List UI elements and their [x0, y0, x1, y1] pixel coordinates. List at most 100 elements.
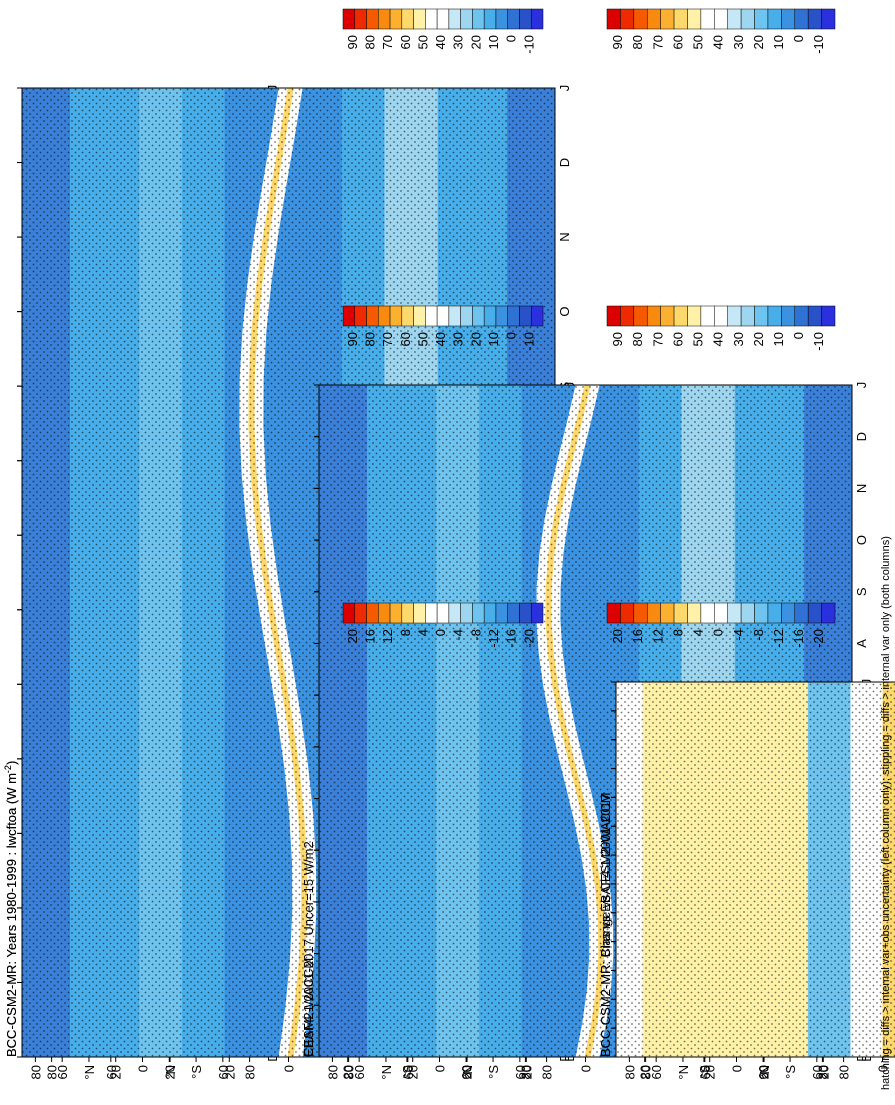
colorbar-swatch — [687, 603, 700, 623]
colorbar-swatch — [674, 9, 687, 29]
colorbar-swatch — [634, 306, 647, 326]
colorbar-tick-label: 40 — [433, 332, 448, 346]
colorbar-swatch — [496, 603, 508, 623]
colorbar-swatch — [768, 603, 781, 623]
colorbar-swatch — [701, 9, 714, 29]
colorbar-swatch — [367, 9, 379, 29]
footer-note: hatching = diffs > internal var+obs unce… — [880, 536, 892, 1090]
panel-title: BCC-CSM2-MR: Change vs CESM2-WACCM — [598, 792, 613, 1057]
colorbar-swatch — [461, 306, 473, 326]
colorbar-tick-label: 40 — [433, 35, 448, 49]
lat-tick-label: °S — [189, 1065, 204, 1079]
colorbar-swatch — [508, 306, 520, 326]
lat-tick-label: 80 — [28, 1065, 43, 1079]
colorbar-swatch — [355, 9, 367, 29]
colorbar-swatch — [531, 306, 543, 326]
colorbar-swatch — [647, 306, 660, 326]
colorbar-tick-label: 0 — [791, 332, 806, 339]
colorbar-tick-label: 16 — [362, 629, 377, 643]
colorbar-tick-label: -4 — [451, 629, 466, 641]
colorbar-swatch — [414, 9, 426, 29]
lat-tick-label: 80 — [342, 1065, 357, 1079]
colorbar-tick-label: 90 — [610, 332, 625, 346]
title-sup: -2 — [3, 765, 13, 773]
colorbar-tick-label: 70 — [650, 35, 665, 49]
lat-tick-label: 20 — [519, 1065, 534, 1079]
colorbar-swatch — [402, 603, 414, 623]
stippling — [616, 682, 895, 1057]
colorbar-swatch — [378, 603, 390, 623]
colorbar-tick-label: 10 — [771, 332, 786, 346]
colorbar-swatch — [714, 603, 727, 623]
colorbar-swatch — [390, 603, 402, 623]
colorbar-tick-label: 4 — [415, 629, 430, 636]
colorbar-swatch — [728, 603, 741, 623]
lat-tick-label: 80 — [540, 1065, 555, 1079]
lat-tick-label: °N — [163, 1065, 178, 1080]
colorbar-tick-label: 20 — [345, 629, 360, 643]
lat-tick-label: 80 — [45, 1065, 60, 1079]
colorbar-tick-label: 4 — [691, 629, 706, 636]
lat-tick-label: 20 — [222, 1065, 237, 1079]
colorbar-swatch — [355, 306, 367, 326]
colorbar-tick-label: -20 — [811, 629, 826, 648]
colorbar-swatch — [687, 9, 700, 29]
colorbar-swatch — [343, 603, 355, 623]
colorbar-swatch — [472, 306, 484, 326]
colorbar-tick-label: 70 — [380, 332, 395, 346]
month-tick-label: D — [557, 158, 572, 167]
month-tick-label: O — [557, 307, 572, 317]
colorbar-swatch — [808, 603, 821, 623]
lat-tick-label: 60 — [104, 1065, 119, 1079]
lat-tick-label: 80 — [325, 1065, 340, 1079]
lat-tick-label: 0 — [282, 1065, 297, 1072]
colorbar-tick-label: 0 — [791, 35, 806, 42]
colorbar-tick-label: 70 — [650, 332, 665, 346]
colorbar-swatch — [634, 9, 647, 29]
colorbar-swatch — [795, 603, 808, 623]
lat-tick-label: °N — [676, 1065, 691, 1080]
colorbar-tick-label: 60 — [670, 35, 685, 49]
lat-tick-label: °S — [783, 1065, 798, 1079]
colorbar-swatch — [822, 9, 835, 29]
lat-tick-label: °N — [757, 1065, 772, 1080]
colorbar-tick-label: 12 — [650, 629, 665, 643]
colorbar-swatch — [728, 306, 741, 326]
colorbar-swatch — [437, 9, 449, 29]
colorbar-tick-label: 0 — [504, 332, 519, 339]
colorbar-swatch — [367, 603, 379, 623]
colorbar-tick-label: 60 — [398, 332, 413, 346]
colorbar-swatch — [390, 306, 402, 326]
colorbar-swatch — [378, 306, 390, 326]
colorbar-swatch — [519, 306, 531, 326]
month-tick-label: D — [854, 432, 869, 441]
colorbar-swatch — [519, 9, 531, 29]
colorbar-tick-label: 50 — [691, 332, 706, 346]
colorbar-swatch — [343, 306, 355, 326]
colorbar-swatch — [607, 306, 620, 326]
colorbar-swatch — [402, 9, 414, 29]
colorbar-tick-label: 0 — [504, 35, 519, 42]
colorbar-tick-label: -12 — [486, 629, 501, 648]
month-tick-label: N — [854, 484, 869, 493]
lat-tick-label: 60 — [698, 1065, 713, 1079]
colorbar-tick-label: -10 — [521, 35, 536, 54]
colorbar-swatch — [755, 306, 768, 326]
colorbar-swatch — [472, 603, 484, 623]
colorbar-swatch — [496, 306, 508, 326]
colorbar-tick-label: -20 — [521, 629, 536, 648]
colorbar-tick-label: 16 — [630, 629, 645, 643]
colorbar-tick-label: 40 — [711, 332, 726, 346]
colorbar-tick-label: -10 — [811, 35, 826, 54]
panel-p6: 8060°N20020°S6080DJFMAMJJASONDJBCC-CSM2-… — [598, 679, 895, 1080]
month-tick-label: O — [854, 535, 869, 545]
colorbar-swatch — [425, 9, 437, 29]
colorbar-tick-label: 8 — [670, 629, 685, 636]
colorbar-tick-label: -4 — [731, 629, 746, 641]
lat-tick-label: 0 — [579, 1065, 594, 1072]
month-tick-label: J — [854, 382, 869, 389]
colorbar-swatch — [449, 9, 461, 29]
colorbar-swatch — [714, 9, 727, 29]
colorbar-swatch — [390, 9, 402, 29]
